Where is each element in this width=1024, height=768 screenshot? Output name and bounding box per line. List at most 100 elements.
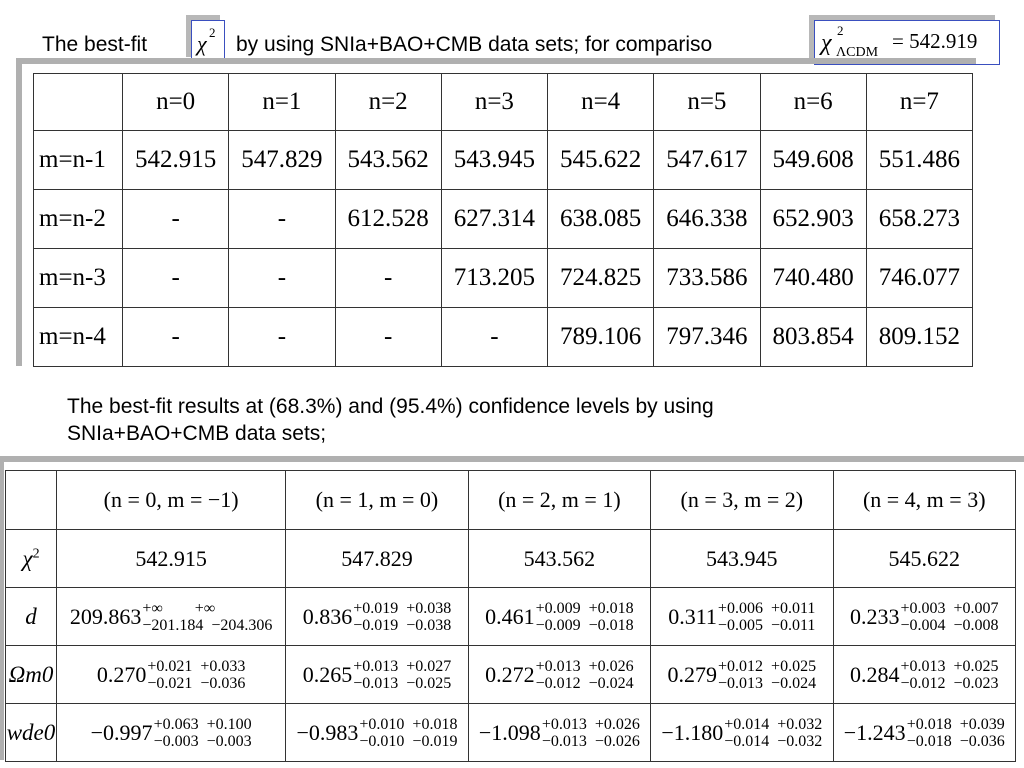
central-value: 0.279 (667, 661, 718, 687)
table1-column-header: n=5 (653, 73, 761, 131)
lcdm-chi-squared-box: χ 2 ΛCDM = 542.919 (814, 20, 1000, 65)
table2-cell: 0.311 +0.006 +0.011 −0.005 −0.011 (650, 587, 834, 646)
upper-errors: +0.063 +0.100 (153, 715, 252, 733)
table2-cell: 0.279 +0.012 +0.025 −0.013 −0.024 (650, 645, 834, 704)
lower-errors: −0.013 −0.025 (353, 674, 452, 692)
table1-cell: - (228, 189, 336, 249)
lower-errors: −0.013 −0.024 (718, 674, 817, 692)
table1-cell: - (121, 307, 230, 367)
lower-errors: −0.005 −0.011 (717, 616, 816, 634)
table2-cell: 0.272 +0.013 +0.026 −0.012 −0.024 (467, 645, 652, 704)
value-with-errors: 0.461 +0.009 +0.018 −0.009 −0.018 (485, 600, 634, 634)
error-bounds: +0.003 +0.007 −0.004 −0.008 (900, 600, 998, 634)
table2-chi-cell: 547.829 (285, 529, 469, 588)
table1-column-header: n=3 (440, 73, 549, 131)
central-value: 0.284 (849, 661, 900, 687)
table2-row: Ωm0 0.270 +0.021 +0.033 −0.021 −0.036 0.265 +… (5, 645, 1017, 704)
table2-row-label: Ωm0 (5, 645, 57, 704)
table2-shadow-left (0, 456, 4, 760)
value-with-errors: −0.997 +0.063 +0.100 −0.003 −0.003 (91, 716, 252, 750)
table1-cell: 658.273 (865, 189, 974, 249)
lcdm-subscript: ΛCDM (836, 45, 879, 60)
table2-cell: −0.983 +0.010 +0.018 −0.010 −0.019 (285, 703, 469, 762)
table2-row-label: d (5, 587, 57, 646)
central-value: 0.272 (485, 661, 535, 687)
error-bounds: +0.014 +0.032 −0.014 −0.032 (724, 716, 822, 750)
lower-errors: −0.013 −0.026 (541, 732, 640, 750)
upper-errors: +0.013 +0.025 (900, 657, 999, 675)
value-with-errors: 0.233 +0.003 +0.007 −0.004 −0.008 (850, 600, 999, 634)
table1-cell: 547.617 (653, 130, 761, 190)
table2-cell: 0.265 +0.013 +0.027 −0.013 −0.025 (285, 645, 469, 704)
table2-row: wde0 −0.997 +0.063 +0.100 −0.003 −0.003 −0.9… (5, 703, 1017, 762)
upper-errors: +0.009 +0.018 (535, 599, 634, 617)
upper-errors: +0.019 +0.038 (353, 599, 452, 617)
results-description: The best-fit results at (68.3%) and (95.… (67, 393, 967, 447)
table1-cell: 746.077 (865, 248, 974, 308)
table1-row: m=n-4- - - -789.106 797.346 803.854 809.152 (33, 307, 974, 367)
table1-cell: 549.608 (759, 130, 867, 190)
lower-errors: −0.021 −0.036 (147, 674, 246, 692)
error-bounds: +0.010 +0.018 −0.010 −0.019 (359, 716, 457, 750)
lower-errors: −0.009 −0.018 (535, 616, 634, 634)
table2-cell: −0.997 +0.063 +0.100 −0.003 −0.003 (55, 703, 287, 762)
table2-cell: −1.180 +0.014 +0.032 −0.014 −0.032 (650, 703, 834, 762)
upper-errors: +0.021 +0.033 (147, 657, 246, 675)
table2-cell: 0.461 +0.009 +0.018 −0.009 −0.018 (467, 587, 652, 646)
table1-column-header: n=6 (759, 73, 867, 131)
table1-header-row: n=0 n=1 n=2 n=3 n=4 n=5 n=6 n=7 (33, 73, 974, 131)
chi-symbol: χ (197, 31, 207, 56)
table2-chi-cell: 542.915 (55, 529, 287, 588)
chi-superscript: 2 (209, 25, 216, 40)
table1-column-header: n=7 (865, 73, 974, 131)
central-value: −1.180 (661, 719, 724, 745)
central-value: −1.243 (843, 719, 906, 745)
table1-row: m=n-1 542.915 547.829 543.562 543.945 545.622… (33, 130, 974, 190)
central-value: 0.233 (849, 603, 900, 629)
upper-errors: +0.003 +0.007 (900, 599, 999, 617)
value-with-errors: −1.180 +0.014 +0.032 −0.014 −0.032 (661, 716, 822, 750)
upper-errors: +0.012 +0.025 (718, 657, 817, 675)
upper-errors: +0.013 +0.026 (535, 657, 634, 675)
table1-row: m=n-2- -612.528 627.314 638.085 646.338 652.9… (33, 189, 974, 249)
table2-chi-cell: 543.562 (467, 529, 652, 588)
error-bounds: +0.019 +0.038 −0.019 −0.038 (353, 600, 451, 634)
lcdm-value: = 542.919 (892, 29, 978, 53)
table2-cell: 0.836 +0.019 +0.038 −0.019 −0.038 (285, 587, 469, 646)
header-text-after: by using SNIa+BAO+CMB data sets; for com… (236, 33, 713, 56)
table2-corner-cell (5, 470, 57, 530)
header-text-before: The best-fit (42, 33, 148, 56)
value-with-errors: 0.270 +0.021 +0.033 −0.021 −0.036 (97, 658, 246, 692)
chi-squared-table: n=0 n=1 n=2 n=3 n=4 n=5 n=6 n=7 m=n-1 542.915 547.… (33, 73, 974, 367)
value-with-errors: 0.279 +0.012 +0.025 −0.013 −0.024 (668, 658, 817, 692)
table1-cell: - (228, 248, 336, 308)
lower-errors: −0.004 −0.008 (900, 616, 999, 634)
table2-cell: 209.863 +∞ +∞ −201.184 −204.306 (55, 587, 287, 646)
lower-errors: −0.010 −0.019 (359, 732, 458, 750)
lower-errors: −0.014 −0.032 (724, 732, 823, 750)
table2-column-header: (n = 4, m = 3) (832, 470, 1017, 530)
table1-cell: 803.854 (759, 307, 867, 367)
table1-cell: 543.562 (334, 130, 442, 190)
table1-cell: 627.314 (440, 189, 549, 249)
table1-cell: 638.085 (546, 189, 655, 249)
table1-cell: - (228, 307, 336, 367)
lower-errors: −0.018 −0.036 (906, 732, 1005, 750)
table1-cell: 797.346 (653, 307, 761, 367)
error-bounds: +0.013 +0.026 −0.012 −0.024 (536, 658, 634, 692)
table1-row-label: m=n-1 (33, 130, 123, 190)
table2-row-label: wde0 (5, 703, 57, 762)
value-with-errors: 0.272 +0.013 +0.026 −0.012 −0.024 (485, 658, 634, 692)
value-with-errors: −0.983 +0.010 +0.018 −0.010 −0.019 (296, 716, 457, 750)
error-bounds: +0.013 +0.026 −0.013 −0.026 (542, 716, 640, 750)
error-bounds: +0.063 +0.100 −0.003 −0.003 (154, 716, 252, 750)
table1-cell: - (121, 189, 230, 249)
table1-cell: 542.915 (121, 130, 230, 190)
error-bounds: +0.006 +0.011 −0.005 −0.011 (718, 600, 815, 634)
error-bounds: +0.013 +0.027 −0.013 −0.025 (353, 658, 451, 692)
table1-cell: 612.528 (334, 189, 442, 249)
table1-shadow-left (16, 58, 22, 366)
table1-cell: 733.586 (653, 248, 761, 308)
table1-column-header: n=4 (546, 73, 655, 131)
lower-errors: −0.019 −0.038 (353, 616, 452, 634)
